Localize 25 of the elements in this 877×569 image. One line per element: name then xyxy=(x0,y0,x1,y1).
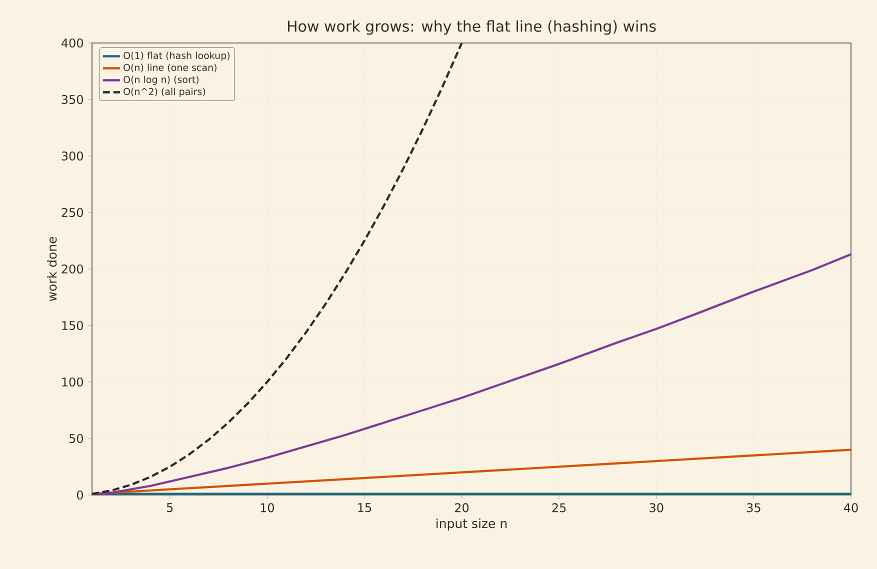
x-tick-label: 30 xyxy=(650,503,664,512)
x-tick-label: 35 xyxy=(746,503,760,512)
line-series xyxy=(92,42,463,495)
legend-label: O(n) line (one scan) xyxy=(124,64,216,72)
x-tick-label: 5 xyxy=(166,503,173,512)
y-axis-title: work done xyxy=(47,236,57,302)
legend-label: O(1) flat (hash lookup) xyxy=(124,52,230,61)
x-tick-label: 15 xyxy=(358,503,372,512)
y-tick-label: 50 xyxy=(69,434,84,444)
chart-title: How work grows: why the flat line (hashing) wins xyxy=(288,20,656,35)
x-tick-label: 20 xyxy=(455,503,469,512)
x-tick-label: 10 xyxy=(260,503,274,512)
legend-label: O(n^2) (all pairs) xyxy=(124,88,206,97)
legend-label: O(n log n) (sort) xyxy=(124,76,199,85)
y-tick-label: 0 xyxy=(76,490,84,500)
x-tick-label: 40 xyxy=(844,503,858,512)
y-tick-label: 350 xyxy=(62,94,84,104)
y-tick-label: 200 xyxy=(62,264,84,274)
y-tick-label: 150 xyxy=(62,320,84,330)
y-tick-label: 400 xyxy=(61,38,84,48)
y-tick-label: 250 xyxy=(62,208,84,218)
y-tick-label: 300 xyxy=(62,151,84,161)
y-tick-label: 100 xyxy=(62,377,84,387)
x-tick-label: 25 xyxy=(552,503,566,512)
x-axis-title: input size n xyxy=(436,518,507,531)
